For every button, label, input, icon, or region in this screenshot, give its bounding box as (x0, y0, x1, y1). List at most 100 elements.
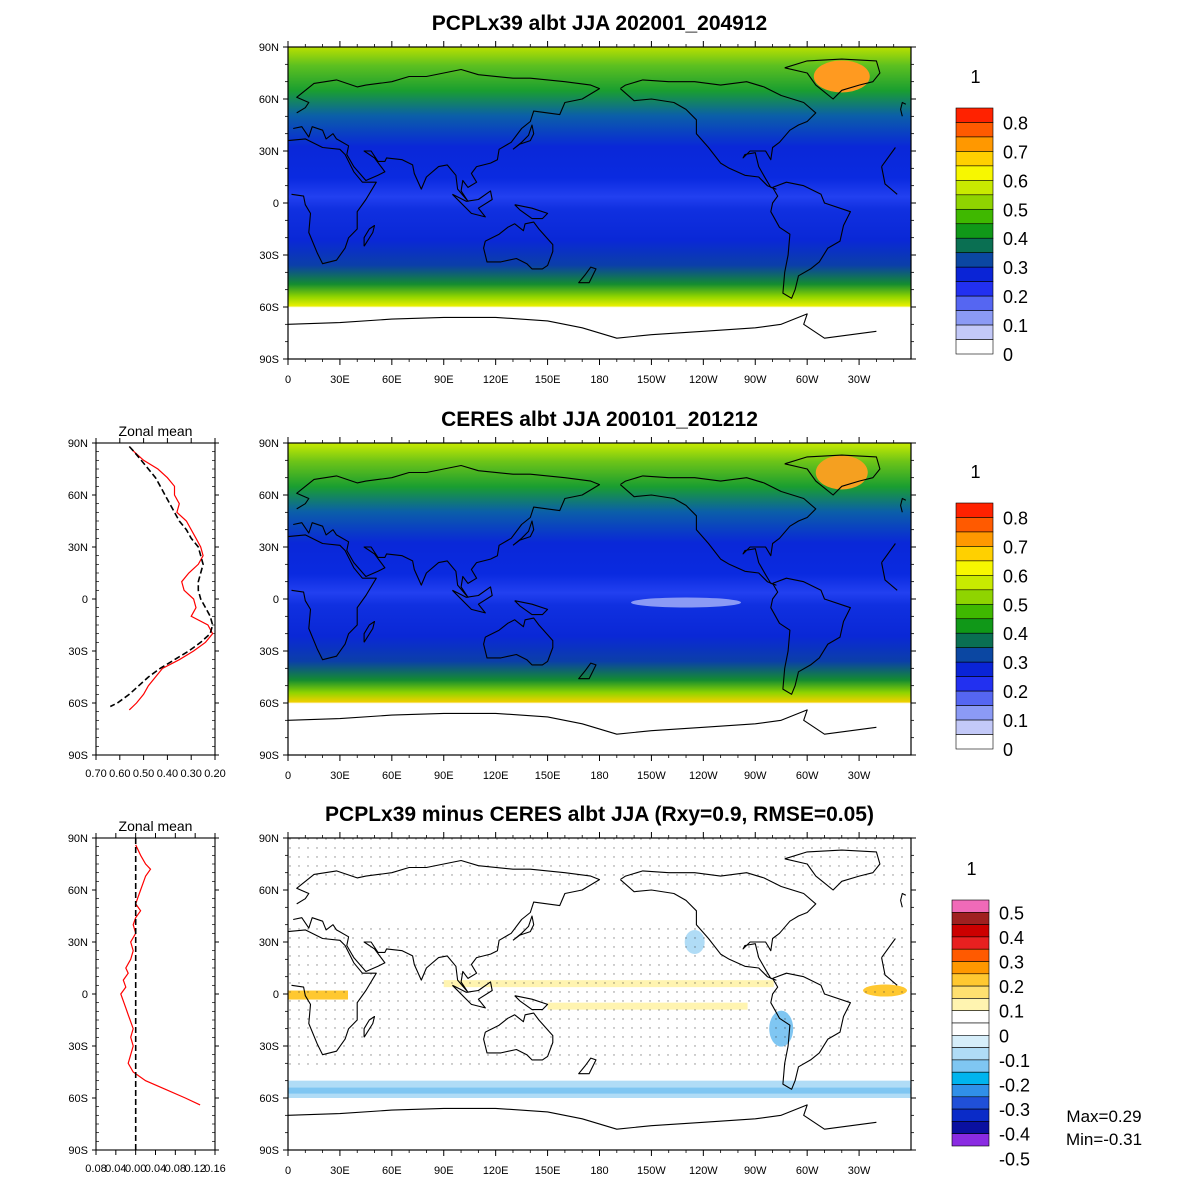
colorbar-swatch (951, 961, 990, 975)
x-tick-label: 150W (637, 770, 666, 782)
y-tick-label: 60S (259, 1093, 279, 1105)
y-tick-label: 30S (259, 646, 279, 658)
coastline (363, 224, 376, 247)
colorbar-swatch (955, 165, 994, 181)
y-tick-label: 60N (259, 490, 279, 502)
zm-x-tick-label: 0.50 (133, 768, 154, 780)
x-tick-label: 120W (689, 770, 718, 782)
zm-x-tick-label: 0.60 (109, 768, 130, 780)
zm-y-tick-label: 90N (68, 833, 88, 845)
zm-x-tick-label: 0.16 (204, 1163, 225, 1175)
colorbar-swatch (955, 647, 994, 663)
colorbar-swatch (955, 151, 994, 167)
y-tick-label: 30S (259, 1041, 279, 1053)
coastline (784, 849, 881, 891)
x-tick-label: 90E (434, 770, 454, 782)
colorbar-label: 0.4 (1003, 624, 1028, 644)
zm-x-tick-label: 0.40 (157, 768, 178, 780)
x-tick-label: 150E (535, 374, 561, 386)
map-field (288, 443, 911, 755)
zm-x-tick-label: 0.70 (85, 768, 106, 780)
colorbar-label: 0 (1003, 740, 1013, 760)
colorbar-label: 0.1 (1003, 711, 1028, 731)
colorbar-label: -0.4 (999, 1125, 1030, 1145)
colorbar-swatch (955, 632, 994, 649)
colorbar-unit: 1 (970, 67, 980, 87)
zm-y-tick-label: 60N (68, 490, 88, 502)
colorbar-swatch (955, 107, 994, 123)
x-tick-label: 90W (744, 770, 767, 782)
colorbar-swatch (951, 973, 990, 987)
coastline (770, 972, 851, 1090)
coastline (483, 617, 554, 666)
colorbar-swatch (955, 122, 994, 138)
colorbar-swatch (955, 560, 994, 576)
colorbar-swatch (955, 690, 994, 706)
coastline (363, 620, 376, 643)
zonal-mean-frame (95, 442, 216, 756)
coastline (452, 586, 493, 614)
zm-series-solid (128, 446, 214, 711)
zm-y-tick-label: 30S (68, 1041, 88, 1053)
y-tick-label: 0 (273, 989, 279, 1001)
zm-y-tick-label: 0 (82, 594, 88, 606)
coastline (287, 709, 877, 735)
zm-x-tick-label: 0.20 (204, 768, 225, 780)
colorbar-swatch (955, 266, 994, 282)
zm-y-tick-label: 0 (82, 989, 88, 1001)
colorbar-label: 0.8 (1003, 508, 1028, 528)
y-tick-label: 30N (259, 937, 279, 949)
colorbar-swatch (951, 936, 990, 950)
significance-stipple-north (288, 838, 911, 890)
colorbar-swatch (955, 546, 994, 562)
coastline (619, 870, 817, 981)
colorbar-swatch (951, 948, 990, 962)
colorbar-label: 0.2 (1003, 682, 1028, 702)
y-tick-label: 30N (259, 542, 279, 554)
coastline (514, 995, 549, 1011)
colorbar-label: 0.6 (1003, 171, 1028, 191)
coastline (512, 915, 535, 941)
colorbar-swatch (955, 237, 994, 254)
zm-y-tick-label: 90S (68, 1145, 88, 1157)
y-tick-label: 60N (259, 885, 279, 897)
colorbar-swatch (955, 676, 994, 692)
max-label: Max=0.29 (1066, 1107, 1141, 1126)
colorbar-swatch (955, 252, 994, 268)
colorbar-label: 0.4 (999, 928, 1024, 948)
x-tick-label: 60W (796, 374, 819, 386)
colorbar-swatch (955, 719, 994, 735)
colorbar-swatch (955, 589, 994, 605)
x-tick-label: 60E (382, 770, 402, 782)
x-tick-label: 60W (796, 770, 819, 782)
colorbar-swatch (951, 1108, 990, 1122)
x-tick-label: 30E (330, 374, 350, 386)
colorbar-swatch (955, 603, 994, 620)
colorbar-label: 0.5 (1003, 595, 1028, 615)
colorbar-swatch (951, 1047, 990, 1061)
colorbar-swatch (955, 517, 994, 533)
coastline (287, 138, 898, 265)
colorbar-swatch (955, 281, 994, 297)
coastline (578, 266, 597, 284)
zm-x-tick-label: 0.04 (145, 1163, 166, 1175)
zonal-mean-frame (95, 837, 216, 1151)
coastline (452, 190, 493, 218)
x-tick-label: 30W (848, 1165, 871, 1177)
y-tick-label: 0 (273, 198, 279, 210)
colorbar-swatch (955, 295, 994, 311)
y-tick-label: 0 (273, 594, 279, 606)
colorbar-swatch (951, 924, 990, 938)
colorbar-label: 0 (1003, 345, 1013, 365)
zm-x-tick-label: 0.08 (165, 1163, 186, 1175)
colorbar-swatch (951, 1084, 990, 1098)
colorbar-unit: 1 (966, 859, 976, 879)
colorbar-swatch (955, 339, 994, 355)
colorbar-swatch (951, 1133, 990, 1147)
y-tick-label: 90N (259, 438, 279, 450)
x-tick-label: 150E (535, 1165, 561, 1177)
coastline (287, 313, 877, 339)
colorbar-swatch (951, 1071, 990, 1085)
colorbar-label: -0.5 (999, 1149, 1030, 1169)
zm-y-tick-label: 90N (68, 438, 88, 450)
